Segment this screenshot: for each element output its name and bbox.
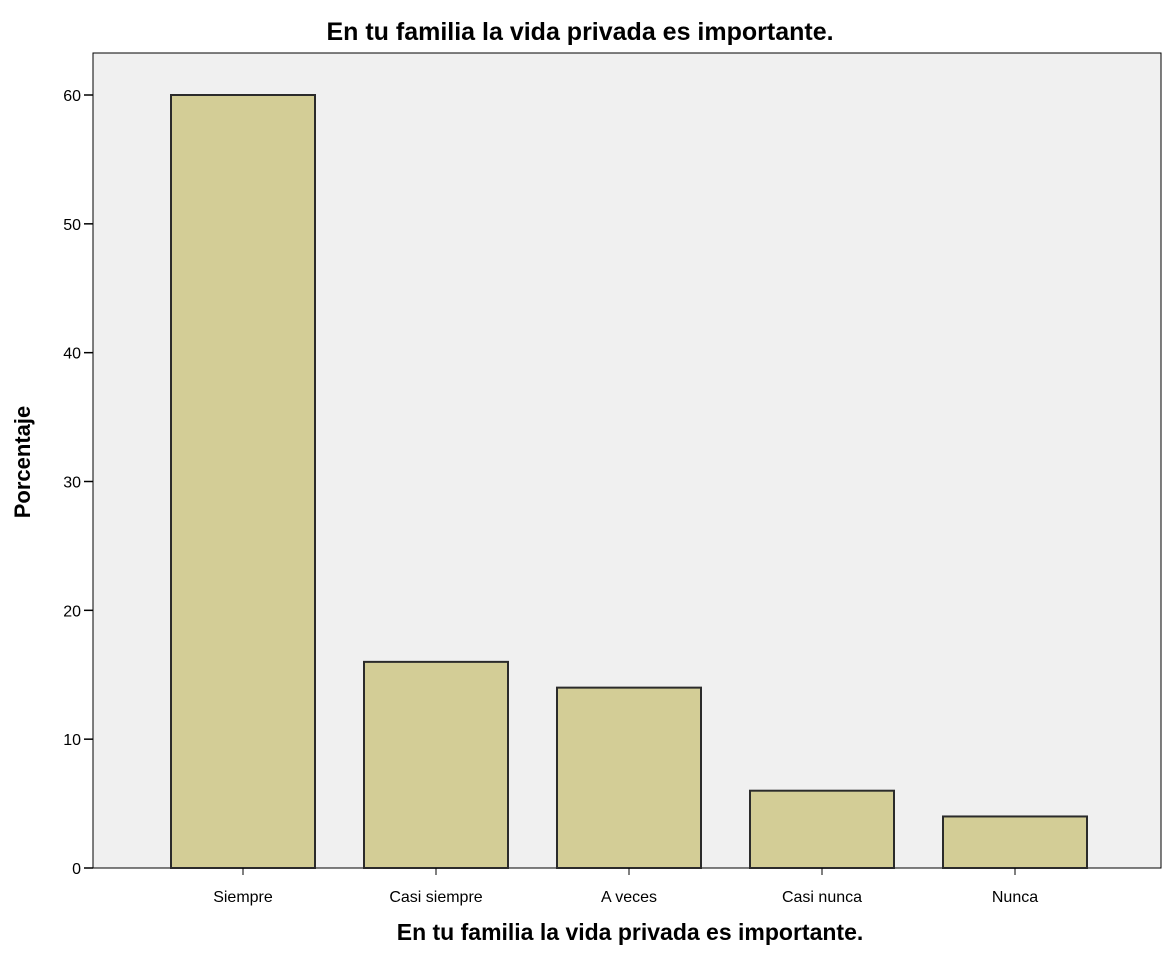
y-tick-label: 10 xyxy=(63,732,81,749)
y-tick-label: 30 xyxy=(63,475,81,492)
x-tick-label: Casi nunca xyxy=(782,889,862,906)
bar-a-veces xyxy=(556,686,702,870)
chart-title: En tu familia la vida privada es importa… xyxy=(326,18,833,46)
y-axis-label: Porcentaje xyxy=(10,406,35,519)
bar-siempre xyxy=(170,94,316,869)
x-tick-label: Casi siempre xyxy=(389,889,482,906)
y-tick-label: 50 xyxy=(63,217,81,234)
x-axis-label: En tu familia la vida privada es importa… xyxy=(397,919,864,945)
y-axis: 0 10 20 30 40 50 60 xyxy=(63,88,93,878)
bar-nunca xyxy=(942,815,1088,870)
bars-group xyxy=(170,94,1088,870)
bar-casi-nunca xyxy=(749,789,895,870)
bar-casi-siempre xyxy=(363,660,509,869)
y-tick-label: 0 xyxy=(72,861,81,878)
y-tick-label: 20 xyxy=(63,603,81,620)
y-tick-label: 60 xyxy=(63,88,81,105)
x-axis: Siempre Casi siempre A veces Casi nunca Nunc… xyxy=(213,868,1038,906)
x-tick-label: Siempre xyxy=(213,889,273,906)
y-tick-label: 40 xyxy=(63,346,81,363)
x-tick-label: A veces xyxy=(601,889,657,906)
x-tick-label: Nunca xyxy=(992,889,1038,906)
